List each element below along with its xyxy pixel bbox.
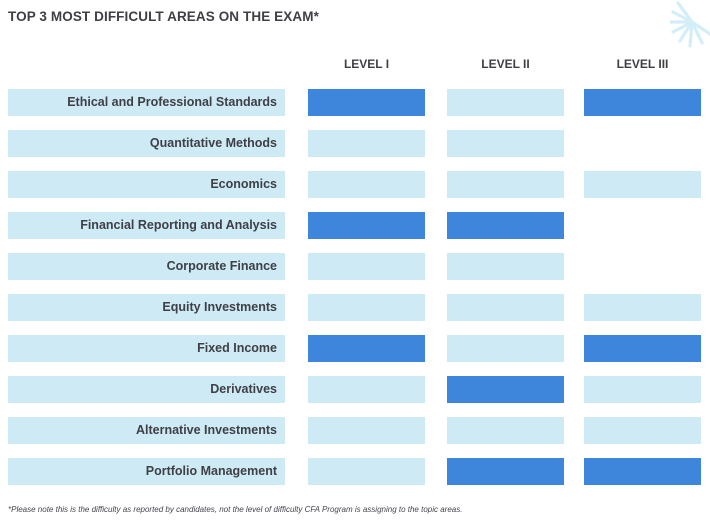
difficult-cell [308,89,425,116]
covered-cell [308,376,425,403]
difficult-cell [584,89,701,116]
covered-cell [308,130,425,157]
covered-cell [308,171,425,198]
topic-label: Economics [8,171,285,198]
difficult-cell [447,376,564,403]
covered-cell [584,376,701,403]
topic-label: Quantitative Methods [8,130,285,157]
topic-label: Portfolio Management [8,458,285,485]
difficult-cell [308,335,425,362]
column-header-level-1: LEVEL I [343,57,390,71]
column-header-level-3: LEVEL III [616,57,669,71]
covered-cell [308,253,425,280]
covered-cell [447,417,564,444]
difficult-cell [584,335,701,362]
covered-cell [584,171,701,198]
covered-cell [447,335,564,362]
covered-cell [308,417,425,444]
topic-label: Alternative Investments [8,417,285,444]
difficult-cell [308,212,425,239]
topic-label: Equity Investments [8,294,285,321]
footnote: *Please note this is the difficulty as r… [8,505,463,514]
covered-cell [447,294,564,321]
difficult-cell [447,458,564,485]
covered-cell [308,294,425,321]
topic-label: Derivatives [8,376,285,403]
cfa-logo-icon [670,1,710,48]
covered-cell [308,458,425,485]
difficult-cell [447,212,564,239]
topic-label: Fixed Income [8,335,285,362]
covered-cell [584,417,701,444]
chart-title: TOP 3 MOST DIFFICULT AREAS ON THE EXAM* [8,9,319,24]
difficult-cell [584,458,701,485]
covered-cell [447,89,564,116]
covered-cell [447,253,564,280]
column-header-level-2: LEVEL II [481,57,530,71]
topic-label: Financial Reporting and Analysis [8,212,285,239]
topic-label: Corporate Finance [8,253,285,280]
covered-cell [447,130,564,157]
covered-cell [447,171,564,198]
topic-label: Ethical and Professional Standards [8,89,285,116]
covered-cell [584,294,701,321]
